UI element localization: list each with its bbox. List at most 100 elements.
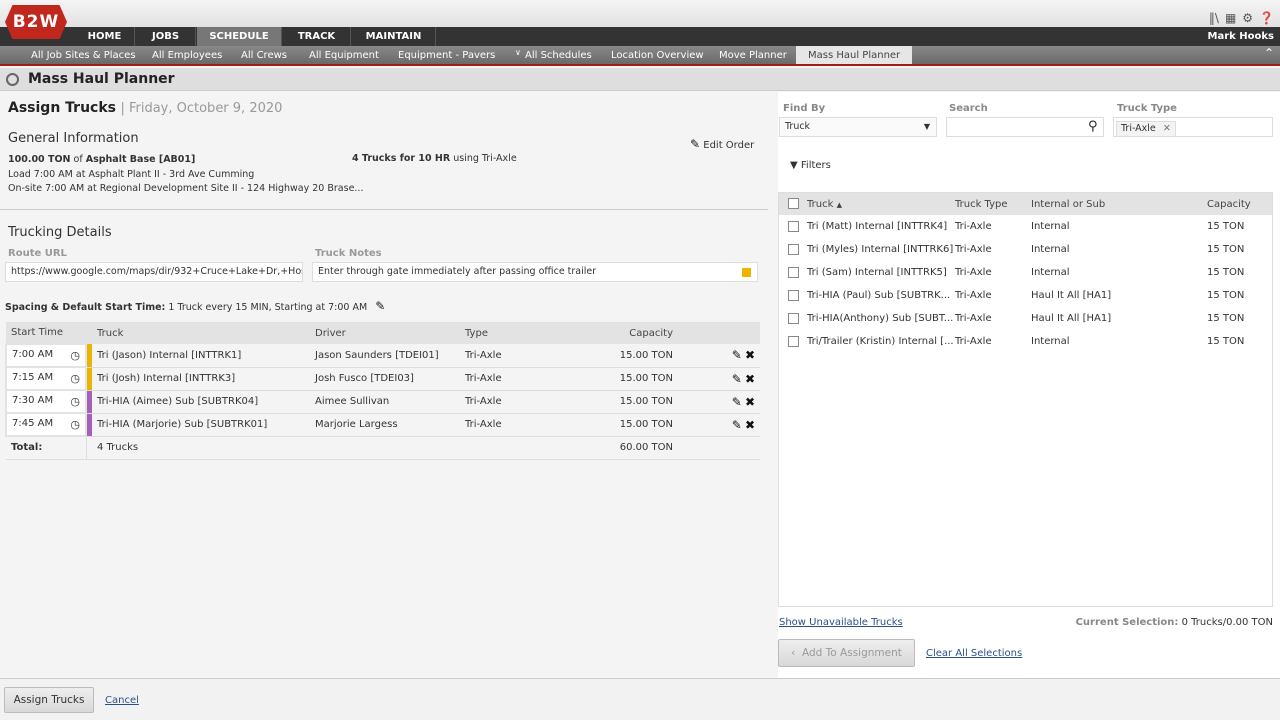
subnav-crews[interactable]: All Crews	[241, 50, 287, 61]
col-truck[interactable]: Truck ▲	[807, 193, 955, 215]
edit-order-label: Edit Order	[703, 140, 755, 151]
capacity: 15.00 TON	[570, 413, 678, 437]
start-time-input[interactable]: 7:45 AM ◷	[5, 412, 87, 437]
truck-finder-panel	[778, 92, 1280, 678]
subnav-mass-haul-planner[interactable]: Mass Haul Planner	[796, 46, 913, 64]
table-row[interactable]: Tri (Sam) Internal [INTTRK5] Tri-Axle In…	[779, 261, 1272, 284]
start-time-input[interactable]: 7:15 AM ◷	[5, 366, 87, 391]
subnav-location-overview[interactable]: Location Overview	[611, 50, 704, 61]
col-type[interactable]: Type	[460, 322, 570, 344]
subnav-schedules[interactable]: All Schedules	[525, 50, 592, 61]
edit-spacing-icon[interactable]: ✎	[375, 299, 386, 313]
subnav-job-sites[interactable]: All Job Sites & Places	[31, 50, 136, 61]
library-icon[interactable]: ‖\	[1208, 11, 1219, 25]
gear-icon[interactable]: ⚙	[1242, 11, 1254, 25]
col-capacity[interactable]: Capacity	[570, 322, 678, 344]
remove-icon[interactable]: ✖	[744, 394, 755, 409]
spacing-info: Spacing & Default Start Time: 1 Truck ev…	[5, 299, 385, 313]
show-unavailable-link[interactable]: Show Unavailable Trucks	[779, 617, 903, 628]
table-row: 7:45 AM ◷ Tri-HIA (Marjorie) Sub [SUBTRK0…	[5, 412, 760, 437]
trucking-title: Trucking Details	[8, 225, 112, 240]
report-icon[interactable]: ▦	[1224, 11, 1237, 25]
truck-name: Tri-HIA (Paul) Sub [SUBTRK...	[807, 290, 951, 301]
assign-trucks-button[interactable]: Assign Trucks	[4, 687, 94, 713]
search-input[interactable]	[946, 117, 1104, 137]
tab-jobs[interactable]: JOBS	[136, 27, 196, 46]
search-icon[interactable]: ⚲	[1088, 119, 1098, 134]
subnav-employees[interactable]: All Employees	[152, 50, 223, 61]
remove-icon[interactable]: ✖	[744, 417, 755, 432]
total-trucks: 4 Trucks	[92, 436, 310, 460]
col-truck[interactable]: Truck	[92, 322, 310, 344]
clock-icon[interactable]: ◷	[70, 395, 80, 408]
col-truck-label: Truck	[807, 198, 834, 210]
truck-type: Tri-Axle	[460, 367, 570, 391]
add-to-assignment-button[interactable]: ‹ Add To Assignment	[778, 639, 915, 667]
col-capacity[interactable]: Capacity	[1207, 193, 1272, 215]
col-driver[interactable]: Driver	[310, 322, 460, 344]
edit-icon[interactable]: ✎	[731, 394, 742, 409]
driver-name: Aimee Sullivan	[310, 390, 460, 414]
row-checkbox[interactable]	[787, 220, 799, 232]
find-by-select[interactable]: Truck ▼	[779, 117, 937, 137]
table-row[interactable]: Tri (Matt) Internal [INTTRK4] Tri-Axle I…	[779, 215, 1272, 238]
subnav-pavers[interactable]: Equipment - Pavers	[398, 50, 496, 61]
filter-icon: ▼	[790, 160, 798, 171]
tab-home[interactable]: HOME	[75, 27, 135, 46]
truck-type: Tri-Axle	[460, 344, 570, 368]
edit-icon[interactable]: ✎	[731, 417, 742, 432]
general-title: General Information	[8, 131, 139, 146]
onsite-info: On-site 7:00 AM at Regional Development …	[8, 183, 364, 194]
subnav-equipment[interactable]: All Equipment	[309, 50, 379, 61]
start-time: 7:45 AM	[12, 418, 54, 429]
chip-label: Tri-Axle	[1121, 123, 1156, 134]
add-label: Add To Assignment	[801, 647, 902, 659]
row-checkbox[interactable]	[787, 266, 799, 278]
remove-icon[interactable]: ✖	[744, 348, 755, 363]
table-row[interactable]: Tri-HIA (Paul) Sub [SUBTRK... Tri-Axle H…	[779, 284, 1272, 307]
route-url-label: Route URL	[8, 248, 67, 259]
page-title: Mass Haul Planner	[0, 68, 1280, 91]
start-time-input[interactable]: 7:00 AM ◷	[5, 343, 87, 368]
table-row[interactable]: Tri/Trailer (Kristin) Internal [... Tri-…	[779, 330, 1272, 353]
truck-type-input[interactable]: Tri-Axle ✕	[1113, 117, 1273, 137]
route-url-input[interactable]: https://www.google.com/maps/dir/932+Cruc…	[5, 262, 303, 282]
start-time-input[interactable]: 7:30 AM ◷	[5, 389, 87, 414]
table-row[interactable]: Tri-HIA(Anthony) Sub [SUBT... Tri-Axle H…	[779, 307, 1272, 330]
help-icon[interactable]: ❓	[1259, 11, 1274, 25]
col-truck-type[interactable]: Truck Type	[955, 193, 1031, 215]
spacing-label: Spacing & Default Start Time:	[5, 302, 166, 313]
clock-icon[interactable]: ◷	[70, 372, 80, 385]
row-checkbox[interactable]	[787, 335, 799, 347]
filters-button[interactable]: ▼ Filters	[790, 160, 831, 171]
capacity: 15 TON	[1207, 290, 1245, 301]
tab-track[interactable]: TRACK	[283, 27, 351, 46]
col-internal-or-sub[interactable]: Internal or Sub	[1031, 193, 1207, 215]
edit-order-button[interactable]: ✎ Edit Order	[690, 137, 754, 151]
truck-notes-input[interactable]: Enter through gate immediately after pas…	[312, 262, 758, 282]
edit-icon[interactable]: ✎	[731, 348, 742, 363]
edit-icon[interactable]: ✎	[731, 371, 742, 386]
driver-name: Josh Fusco [TDEI03]	[310, 367, 460, 391]
select-all-checkbox[interactable]	[787, 198, 799, 210]
row-checkbox[interactable]	[787, 312, 799, 324]
table-row[interactable]: Tri (Myles) Internal [INTTRK6] Tri-Axle …	[779, 238, 1272, 261]
capacity: 15 TON	[1207, 244, 1245, 255]
user-name[interactable]: Mark Hooks	[1207, 31, 1274, 42]
tab-schedule[interactable]: SCHEDULE	[197, 27, 282, 46]
clear-selections-link[interactable]: Clear All Selections	[926, 648, 1023, 659]
clock-icon[interactable]: ◷	[70, 349, 80, 362]
remove-icon[interactable]: ✖	[744, 371, 755, 386]
collapse-icon[interactable]: ⌃	[1263, 46, 1274, 60]
cancel-link[interactable]: Cancel	[105, 695, 139, 706]
subnav-move-planner[interactable]: Move Planner	[719, 50, 787, 61]
truck-type: Tri-Axle	[955, 336, 992, 347]
row-checkbox[interactable]	[787, 289, 799, 301]
b2w-logo[interactable]: B2W	[5, 5, 67, 39]
tab-maintain[interactable]: MAINTAIN	[352, 27, 436, 46]
row-checkbox[interactable]	[787, 243, 799, 255]
clock-icon[interactable]: ◷	[70, 418, 80, 431]
internal-or-sub: Internal	[1031, 267, 1070, 278]
remove-chip-icon[interactable]: ✕	[1162, 123, 1171, 134]
col-start-time[interactable]: Start Time	[6, 322, 86, 344]
